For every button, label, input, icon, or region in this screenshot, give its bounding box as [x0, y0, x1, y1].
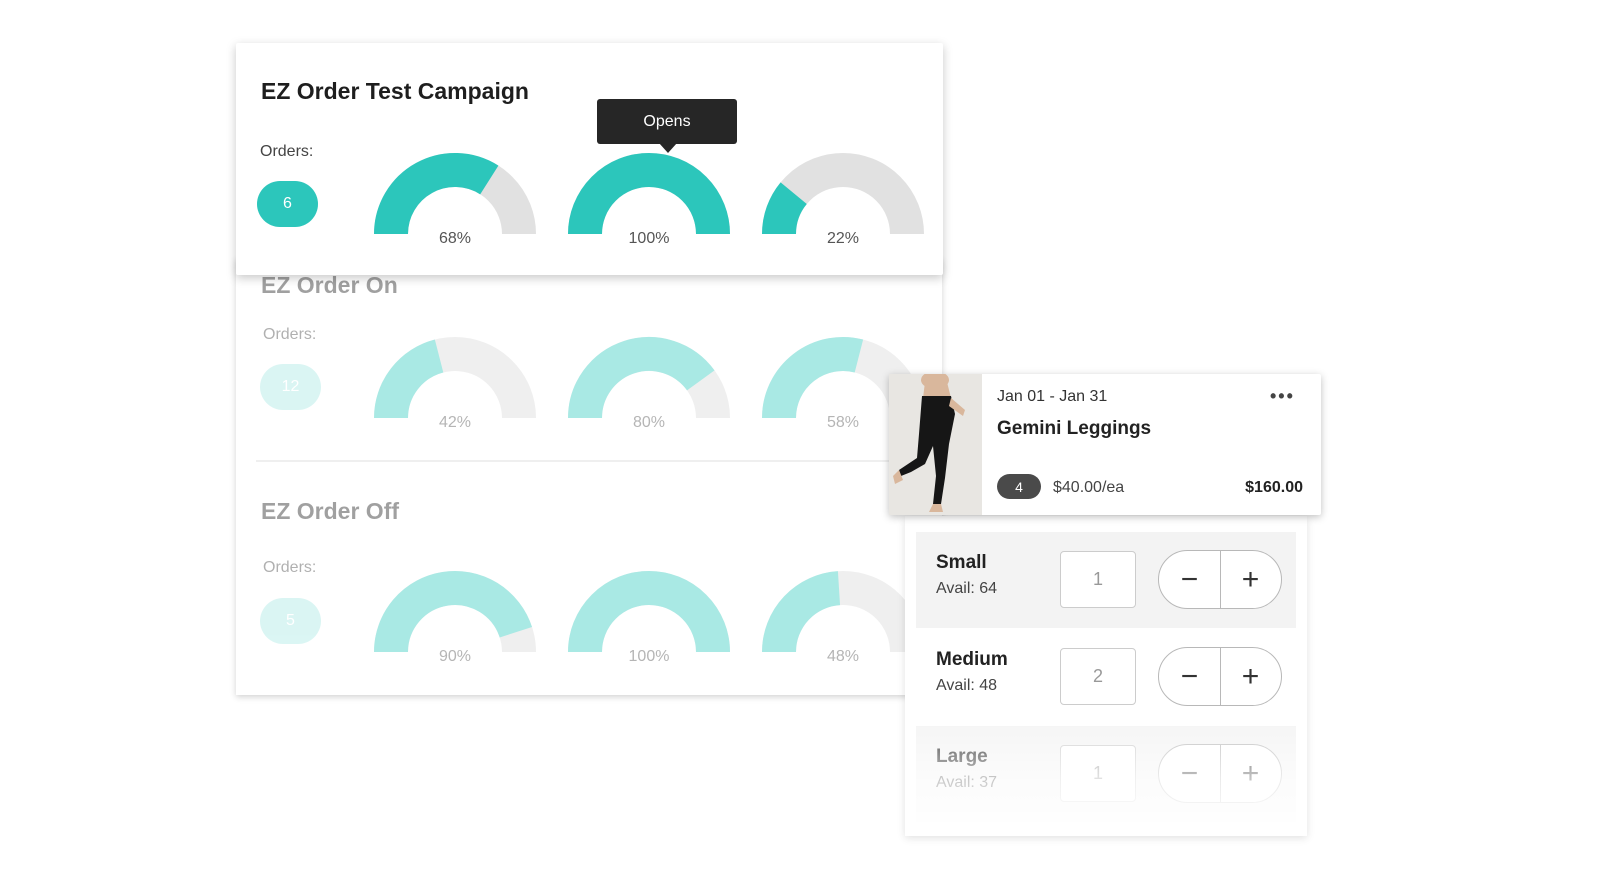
unit-price: $40.00/ea: [1053, 479, 1125, 496]
orders-count-badge: 5: [260, 598, 321, 644]
orders-label: Orders:: [263, 559, 317, 576]
gauge-fill: [374, 571, 533, 653]
gauge-percent-label: 90%: [438, 648, 472, 665]
campaign-title: EZ Order Off: [261, 498, 400, 524]
leggings-photo: [889, 374, 982, 515]
campaign-list-panel: EZ Order On Orders: 12 42% 80% 58% EZ Or…: [236, 258, 942, 695]
gauge-fill: [762, 571, 841, 653]
gauge-percent-label: 22%: [826, 230, 860, 247]
size-availability: Avail: 37: [936, 774, 998, 791]
gauge-percent-label: 48%: [826, 648, 860, 665]
size-availability: Avail: 48: [936, 677, 998, 694]
decrement-button[interactable]: −: [1159, 745, 1221, 802]
decrement-button[interactable]: −: [1159, 551, 1221, 608]
increment-button[interactable]: +: [1241, 659, 1260, 693]
gauge-open-rate[interactable]: 68%: [372, 152, 538, 247]
gauge-fill: [568, 153, 730, 235]
product-card[interactable]: Jan 01 - Jan 31 ••• Gemini Leggings 4 $4…: [889, 374, 1321, 515]
gauge-open-rate: 90%: [372, 570, 538, 665]
gauge-percent-label: 100%: [628, 230, 670, 247]
quantity-stepper: − +: [1158, 550, 1282, 609]
orders-count-badge: 6: [257, 181, 318, 227]
size-name: Large: [936, 746, 988, 767]
size-row-large: Large Avail: 37 − +: [916, 726, 1296, 822]
total-price: $160.00: [1245, 479, 1303, 496]
gauge-fill: [568, 337, 715, 419]
quantity-input[interactable]: [1060, 551, 1136, 608]
gauge-percent-label: 42%: [438, 414, 472, 431]
date-range: Jan 01 - Jan 31: [997, 388, 1108, 405]
size-selector-panel: Small Avail: 64 − + Medium Avail: 48 − +…: [905, 516, 1307, 836]
gauge-conversion-rate: 48%: [760, 570, 926, 665]
size-row-small: Small Avail: 64 − +: [916, 532, 1296, 628]
campaign-card-test[interactable]: EZ Order Test Campaign Orders: 6 68% 100…: [236, 43, 943, 275]
gauge-fill: [374, 153, 499, 235]
gauge-tooltip: Opens: [597, 99, 737, 153]
quantity-stepper: − +: [1158, 647, 1282, 706]
gauge-percent-label: 80%: [632, 414, 666, 431]
quantity-stepper: − +: [1158, 744, 1282, 803]
decrement-button[interactable]: −: [1159, 648, 1221, 705]
quantity-badge: 4: [997, 474, 1041, 499]
quantity-input[interactable]: [1060, 648, 1136, 705]
gauge-percent-label: 100%: [628, 648, 670, 665]
orders-label: Orders:: [263, 326, 317, 343]
gauge-fill: [762, 182, 808, 235]
size-row-medium: Medium Avail: 48 − +: [916, 629, 1296, 725]
divider: [256, 460, 942, 462]
gauge-click-rate: 80%: [566, 336, 732, 431]
ellipsis-icon[interactable]: •••: [1270, 386, 1295, 406]
gauge-fill: [568, 571, 730, 653]
orders-count-badge: 12: [260, 364, 321, 410]
product-name: Gemini Leggings: [997, 418, 1152, 439]
size-name: Small: [936, 552, 987, 573]
gauge-click-rate[interactable]: 100%: [566, 152, 732, 247]
orders-label: Orders:: [260, 143, 314, 160]
increment-button[interactable]: +: [1241, 756, 1260, 790]
gauge-open-rate: 42%: [372, 336, 538, 431]
gauge-fill: [762, 337, 864, 419]
quantity-input[interactable]: [1060, 745, 1136, 802]
increment-button[interactable]: +: [1241, 562, 1260, 596]
gauge-percent-label: 58%: [826, 414, 860, 431]
gauge-fill: [374, 339, 445, 419]
size-name: Medium: [936, 649, 1008, 670]
gauge-conversion-rate[interactable]: 22%: [760, 152, 926, 247]
campaign-title: EZ Order On: [261, 272, 398, 298]
gauge-click-rate: 100%: [566, 570, 732, 665]
size-availability: Avail: 64: [936, 580, 998, 597]
gauge-percent-label: 68%: [438, 230, 472, 247]
campaign-title: EZ Order Test Campaign: [261, 78, 529, 104]
